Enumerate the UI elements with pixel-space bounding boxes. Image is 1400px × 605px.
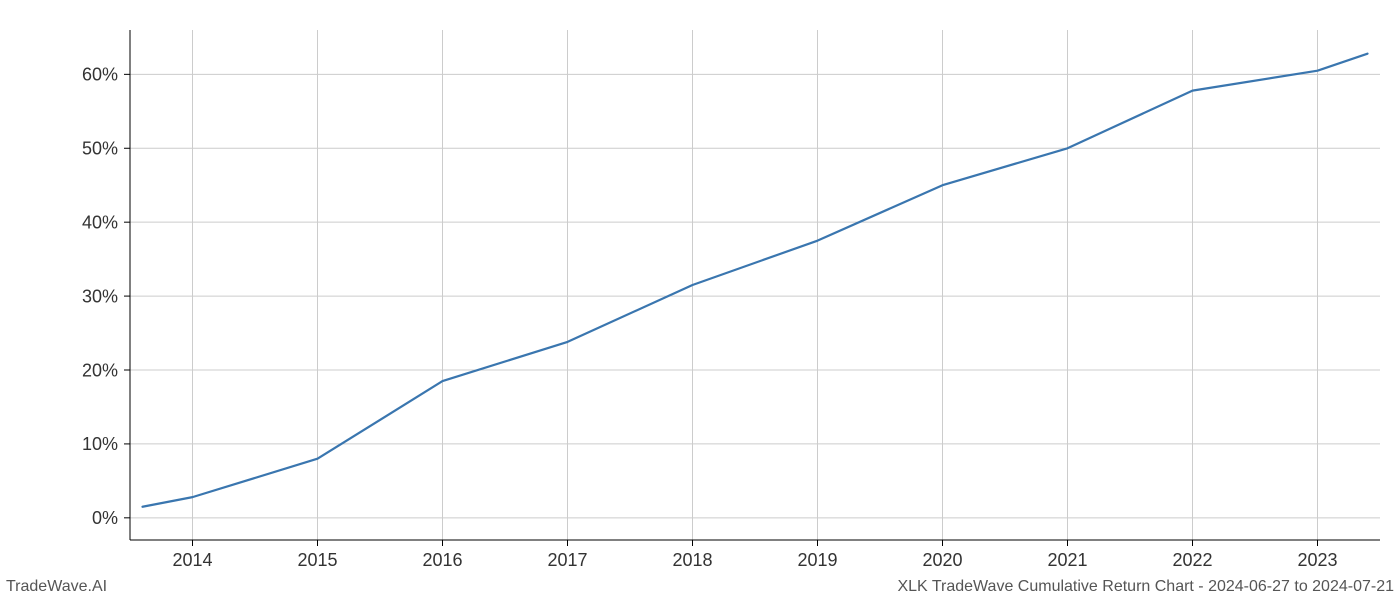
y-tick-label: 60%	[82, 65, 118, 85]
x-tick-label: 2021	[1047, 550, 1087, 570]
x-tick-label: 2015	[297, 550, 337, 570]
y-tick-label: 20%	[82, 360, 118, 380]
footer-right-text: XLK TradeWave Cumulative Return Chart - …	[897, 578, 1394, 596]
y-tick-label: 0%	[92, 508, 118, 528]
line-chart: 2014 2015 2016 2017 2018 2019 2020 2021 2022 2023…	[0, 0, 1400, 600]
x-tick-label: 2019	[797, 550, 837, 570]
y-tick-label: 50%	[82, 139, 118, 159]
x-tick-label: 2014	[172, 550, 212, 570]
y-tick-label: 40%	[82, 212, 118, 232]
footer-left-text: TradeWave.AI	[6, 578, 107, 596]
y-tick-label: 30%	[82, 286, 118, 306]
x-tick-label: 2017	[547, 550, 587, 570]
x-tick-label: 2018	[672, 550, 712, 570]
x-tick-label: 2016	[422, 550, 462, 570]
x-tick-label: 2023	[1297, 550, 1337, 570]
y-tick-label: 10%	[82, 434, 118, 454]
x-tick-label: 2022	[1172, 550, 1212, 570]
x-tick-label: 2020	[922, 550, 962, 570]
chart-container: 2014 2015 2016 2017 2018 2019 2020 2021 2022 2023…	[0, 0, 1400, 600]
